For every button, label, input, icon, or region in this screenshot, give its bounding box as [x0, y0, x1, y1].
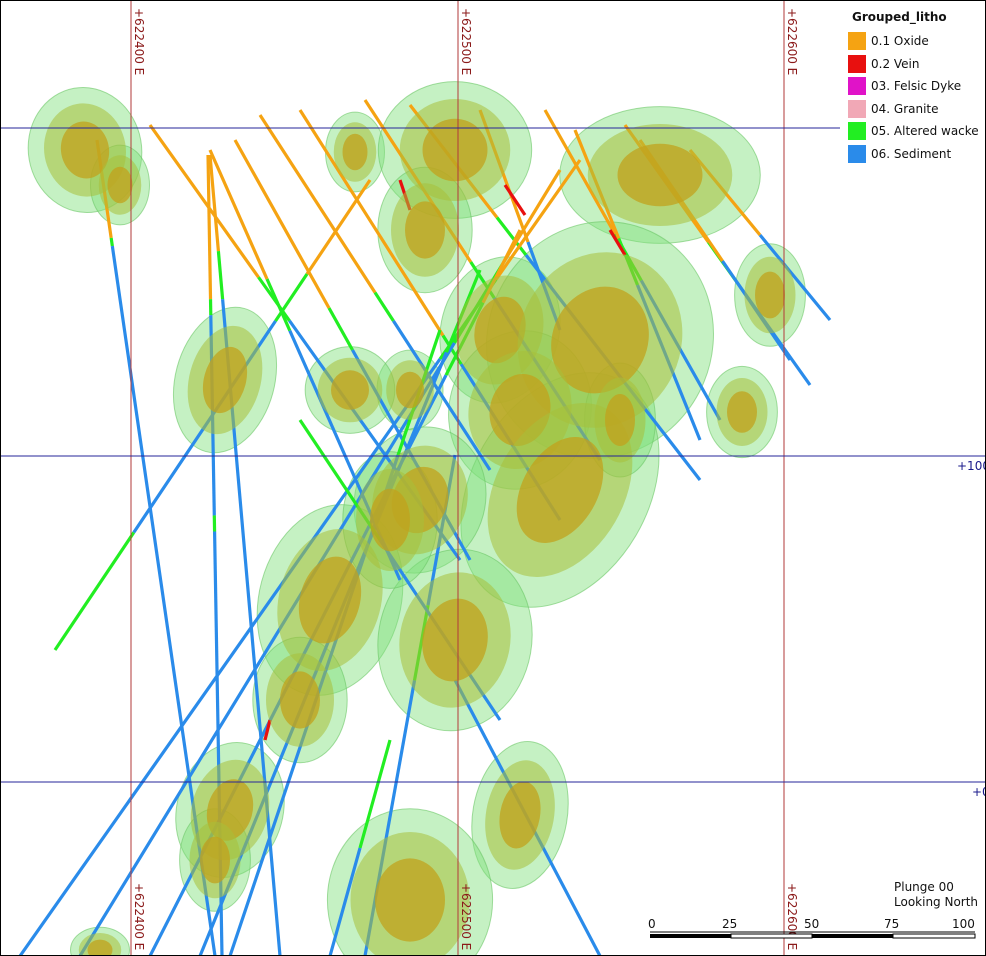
plunge-label: Plunge 00: [894, 880, 954, 894]
legend-label-oxide: 0.1 Oxide: [871, 34, 929, 49]
grade-shell-core: [551, 286, 649, 394]
drillhole-segment: [274, 273, 309, 322]
legend-item-oxide: 0.1 Oxide: [848, 30, 984, 53]
grade-shell-core: [422, 118, 488, 182]
scale-bar: 0 25 50 75 100: [648, 917, 976, 939]
easting-label-top-622600: +622600 E: [785, 8, 799, 75]
easting-label-bottom-622600: +622600 E: [785, 883, 799, 950]
legend-label-vein: 0.2 Vein: [871, 56, 920, 71]
view-orientation: Plunge 00 Looking North: [894, 880, 978, 910]
drillhole-segment: [216, 250, 225, 300]
grade-shell-core: [202, 346, 248, 414]
drillhole-segment: [206, 154, 213, 300]
drillhole-segment: [263, 719, 272, 741]
elevation-label-0: +0: [972, 785, 986, 799]
drillhole-segment: [148, 124, 260, 279]
grade-shell-core: [474, 296, 526, 364]
scale-label-100: 100: [952, 917, 975, 931]
legend-swatch-altered-wacke: [848, 122, 866, 141]
legend-item-felsic-dyke: 03. Felsic Dyke: [848, 75, 984, 98]
grade-shell-core: [422, 598, 488, 682]
view-direction-label: Looking North: [894, 895, 979, 909]
grade-shell-core: [396, 371, 424, 409]
drillhole-segment: [53, 531, 136, 651]
drillhole-segment: [358, 739, 392, 849]
drillhole-segment: [503, 184, 527, 216]
legend-swatch-sediment: [848, 144, 866, 163]
drillhole-segment: [258, 114, 377, 294]
legend-item-sediment: 06. Sediment: [848, 143, 984, 166]
legend-label-felsic-dyke: 03. Felsic Dyke: [871, 79, 962, 94]
legend-title: Grouped_litho: [852, 10, 947, 24]
scale-label-0: 0: [648, 917, 656, 931]
grade-shell-core: [331, 370, 369, 410]
legend-swatch-felsic-dyke: [848, 77, 866, 96]
grade-shell-core: [298, 556, 362, 644]
drillhole-segment: [233, 139, 331, 309]
drillhole-segment: [758, 233, 832, 322]
scale-label-25: 25: [722, 917, 737, 931]
legend-label-granite: 04. Granite: [871, 101, 939, 116]
drillhole-segment: [18, 358, 442, 956]
grade-shell-core: [617, 143, 703, 207]
legend-item-altered-wacke: 05. Altered wacke: [848, 120, 984, 143]
grade-shell-core: [370, 488, 410, 552]
drillhole-segment: [109, 237, 114, 247]
drillhole-segment: [495, 216, 528, 256]
legend-label-sediment: 06. Sediment: [871, 146, 952, 161]
grade-shell-core: [499, 781, 541, 849]
grade-shell-core: [60, 121, 110, 179]
easting-label-top-622400: +622400 E: [132, 8, 146, 75]
drillhole-segment: [265, 278, 292, 332]
drillhole-segment: [305, 179, 372, 275]
grade-shell-core: [755, 271, 785, 319]
drillhole-segment: [257, 276, 291, 322]
grade-shell-core: [727, 391, 757, 433]
drillhole-segment: [608, 229, 627, 256]
lithology-legend: Grouped_litho 0.1 Oxide 0.2 Vein 03. Fel…: [848, 10, 984, 165]
grade-shell-core: [87, 939, 113, 956]
drillhole-segment: [327, 307, 354, 351]
grade-shell-inner-group: [44, 99, 796, 956]
legend-label-altered-wacke: 05. Altered wacke: [871, 124, 979, 139]
legend-item-granite: 04. Granite: [848, 98, 984, 121]
legend-swatch-granite: [848, 99, 866, 118]
drillhole-segment: [392, 320, 492, 471]
grade-shell-core: [375, 858, 445, 942]
easting-label-top-622500: +622500 E: [459, 8, 473, 75]
grade-shell-core: [405, 201, 445, 259]
grade-shell-core: [516, 437, 604, 543]
elevation-label-100: +100: [957, 459, 986, 473]
drillhole-segment: [208, 154, 220, 252]
easting-label-bottom-622400: +622400 E: [132, 883, 146, 950]
legend-item-vein: 0.2 Vein: [848, 53, 984, 76]
grade-shell-core: [107, 166, 133, 204]
drillhole-segment: [543, 109, 617, 235]
grade-shell-core: [342, 133, 368, 171]
scale-label-75: 75: [884, 917, 899, 931]
easting-label-bottom-622500: +622500 E: [459, 883, 473, 950]
drillhole-segment: [78, 342, 456, 956]
drillhole-segment: [373, 291, 395, 322]
grade-shell-core: [605, 394, 635, 446]
grade-shell-core: [200, 836, 230, 884]
legend-swatch-vein: [848, 54, 866, 73]
grade-shell-core: [280, 671, 320, 729]
drillhole-segment: [298, 109, 445, 337]
drillhole-segment: [494, 159, 582, 281]
legend-swatch-oxide: [848, 32, 866, 51]
drillhole-segment: [208, 149, 269, 280]
drillhole-segment: [328, 847, 362, 956]
scale-label-50: 50: [804, 917, 819, 931]
